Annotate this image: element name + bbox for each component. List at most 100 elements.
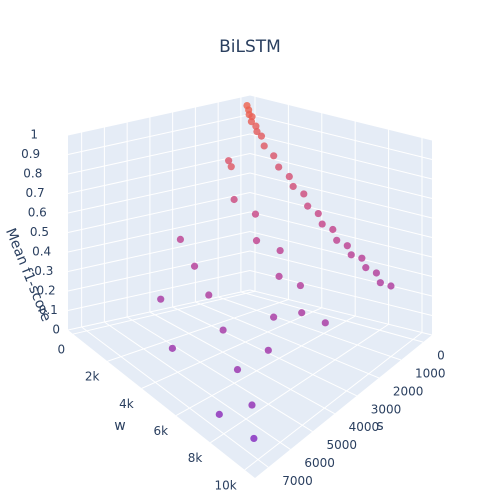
z-tick-label: 0.5 <box>30 225 49 239</box>
point <box>168 344 176 352</box>
grid-line <box>67 231 251 272</box>
point <box>276 246 284 255</box>
point <box>190 262 199 270</box>
grid-line <box>149 311 335 415</box>
point <box>257 132 266 140</box>
point <box>225 157 233 165</box>
grid-line <box>67 133 251 175</box>
z-tick-label: 0.7 <box>26 186 45 200</box>
z-tick-label: 0.4 <box>32 245 51 259</box>
x-tick-label: 5000 <box>327 438 358 452</box>
grid-line <box>67 270 251 311</box>
z-tick-label: 0.2 <box>37 284 56 298</box>
grid-line <box>175 315 356 416</box>
y-axis-title: w <box>114 418 125 434</box>
x-tick-label: 4000 <box>349 420 380 434</box>
point <box>362 264 370 272</box>
grid-line <box>249 114 433 160</box>
y-tick-label: 4k <box>119 397 134 411</box>
x-tick-label: 6000 <box>304 456 335 470</box>
grid-line <box>217 296 402 361</box>
z-tick-label: 0 <box>52 323 60 337</box>
point <box>252 237 261 245</box>
point <box>233 365 242 374</box>
point <box>157 295 165 303</box>
grid-line <box>249 289 433 336</box>
scene: 0100020003000400050006000700002k4k6k8k10… <box>21 94 446 492</box>
point <box>275 272 283 280</box>
grid-line <box>67 250 251 292</box>
point <box>248 401 256 409</box>
z-tick-label: 0.6 <box>28 206 47 220</box>
grid-line <box>67 153 251 194</box>
point <box>376 279 384 287</box>
grid-line <box>67 94 251 136</box>
point <box>314 209 322 218</box>
point <box>318 220 326 228</box>
grid-line <box>249 192 433 238</box>
point <box>387 282 395 290</box>
z-tick-label: 1 <box>30 128 38 142</box>
grid-line <box>210 323 389 444</box>
grid-line <box>249 172 433 219</box>
point <box>300 190 308 198</box>
grid-line <box>67 211 251 253</box>
y-tick-label: 10k <box>214 478 236 492</box>
point <box>227 163 235 171</box>
x-tick-label: 1000 <box>415 367 446 381</box>
x-tick-label: 0 <box>437 349 445 363</box>
z-tick-label: 0.9 <box>21 147 40 161</box>
x-tick-label: 2000 <box>393 384 424 398</box>
z-tick-label: 0.1 <box>39 303 58 317</box>
grid-line <box>73 290 256 335</box>
y-tick-label: 6k <box>153 424 168 438</box>
grid-line <box>249 231 433 277</box>
point <box>264 346 272 354</box>
grid-line <box>141 307 323 389</box>
point <box>176 235 185 244</box>
point <box>270 313 278 321</box>
point <box>215 410 223 418</box>
point <box>321 319 329 327</box>
y-tick-label: 8k <box>188 451 203 465</box>
grid-line <box>249 94 433 141</box>
y-tick-label: 2k <box>85 370 100 384</box>
x-axis-title: s <box>376 418 383 434</box>
grid-line <box>81 326 269 468</box>
point <box>230 195 238 204</box>
point <box>251 210 260 218</box>
grid-line <box>249 153 433 199</box>
grid-line <box>67 172 251 214</box>
point <box>205 291 213 299</box>
point <box>275 163 283 171</box>
grid-line <box>67 192 251 233</box>
grid-line <box>249 133 433 180</box>
point <box>358 254 366 262</box>
z-tick-label: 0.8 <box>23 167 42 181</box>
point <box>298 309 306 317</box>
point <box>329 225 337 234</box>
grid-line <box>249 211 433 258</box>
point <box>252 122 260 130</box>
point <box>247 118 256 126</box>
grid-line <box>249 250 433 297</box>
point <box>270 152 278 160</box>
x-tick-label: 3000 <box>371 402 402 416</box>
point <box>333 236 341 244</box>
point <box>219 326 227 334</box>
point <box>372 269 381 277</box>
point <box>260 142 268 150</box>
grid-line <box>172 306 357 397</box>
grid-line <box>126 316 313 432</box>
x-tick-label: 7000 <box>282 474 313 488</box>
grid-line <box>195 301 380 379</box>
grid-line <box>67 114 251 155</box>
grid-line <box>104 321 291 450</box>
y-tick-label: 0 <box>58 343 66 357</box>
grid-line <box>67 289 251 331</box>
point <box>304 202 312 210</box>
point <box>250 434 258 443</box>
chart-title: BiLSTM <box>219 37 281 57</box>
